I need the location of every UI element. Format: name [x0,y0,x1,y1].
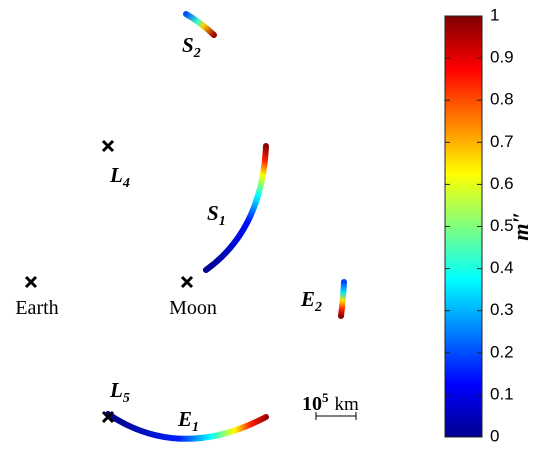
tick-label: 0.9 [490,48,514,67]
label-letter: L [109,163,123,187]
label-subscript: 5 [123,391,130,406]
label-letter: S [207,201,219,225]
colorbar-label: m″ [508,211,533,240]
body-label: Earth [15,297,58,319]
label-subscript: 2 [314,300,322,315]
tick-label: 0 [490,426,499,445]
tick-label: 0.3 [490,300,514,319]
scale-label: 105 km [302,390,359,415]
label-subscript: 2 [193,46,201,61]
orbit-arc [203,143,269,273]
point-label: E1 [177,407,199,435]
point-label: L5 [109,378,130,406]
point-label: S1 [207,201,226,229]
tick-label: 1 [490,5,499,24]
colorbar [444,15,483,438]
point-label: E2 [300,287,322,315]
label-letter: E [177,407,192,431]
label-subscript: 4 [122,176,130,191]
orbit-arc [183,11,217,38]
body-label: Moon [169,297,217,319]
tick-label: 0.1 [490,384,514,403]
tick-label: 0.5 [490,216,514,235]
label-letter: S [182,33,194,57]
tick-label: 0.4 [490,258,514,277]
label-subscript: 1 [219,214,226,229]
label-letter: L [109,378,123,402]
label-letter: E [300,287,315,311]
tick-label: 0.6 [490,174,514,193]
tick-label: 0.2 [490,342,514,361]
crosses [24,139,194,424]
orbit-arc [105,411,269,442]
tick-label: 0.7 [490,132,514,151]
point-label: L4 [109,163,130,191]
orbit-arc [338,279,347,319]
label-subscript: 1 [192,420,199,435]
tick-label: 0.8 [490,90,514,109]
point-label: S2 [182,33,201,61]
